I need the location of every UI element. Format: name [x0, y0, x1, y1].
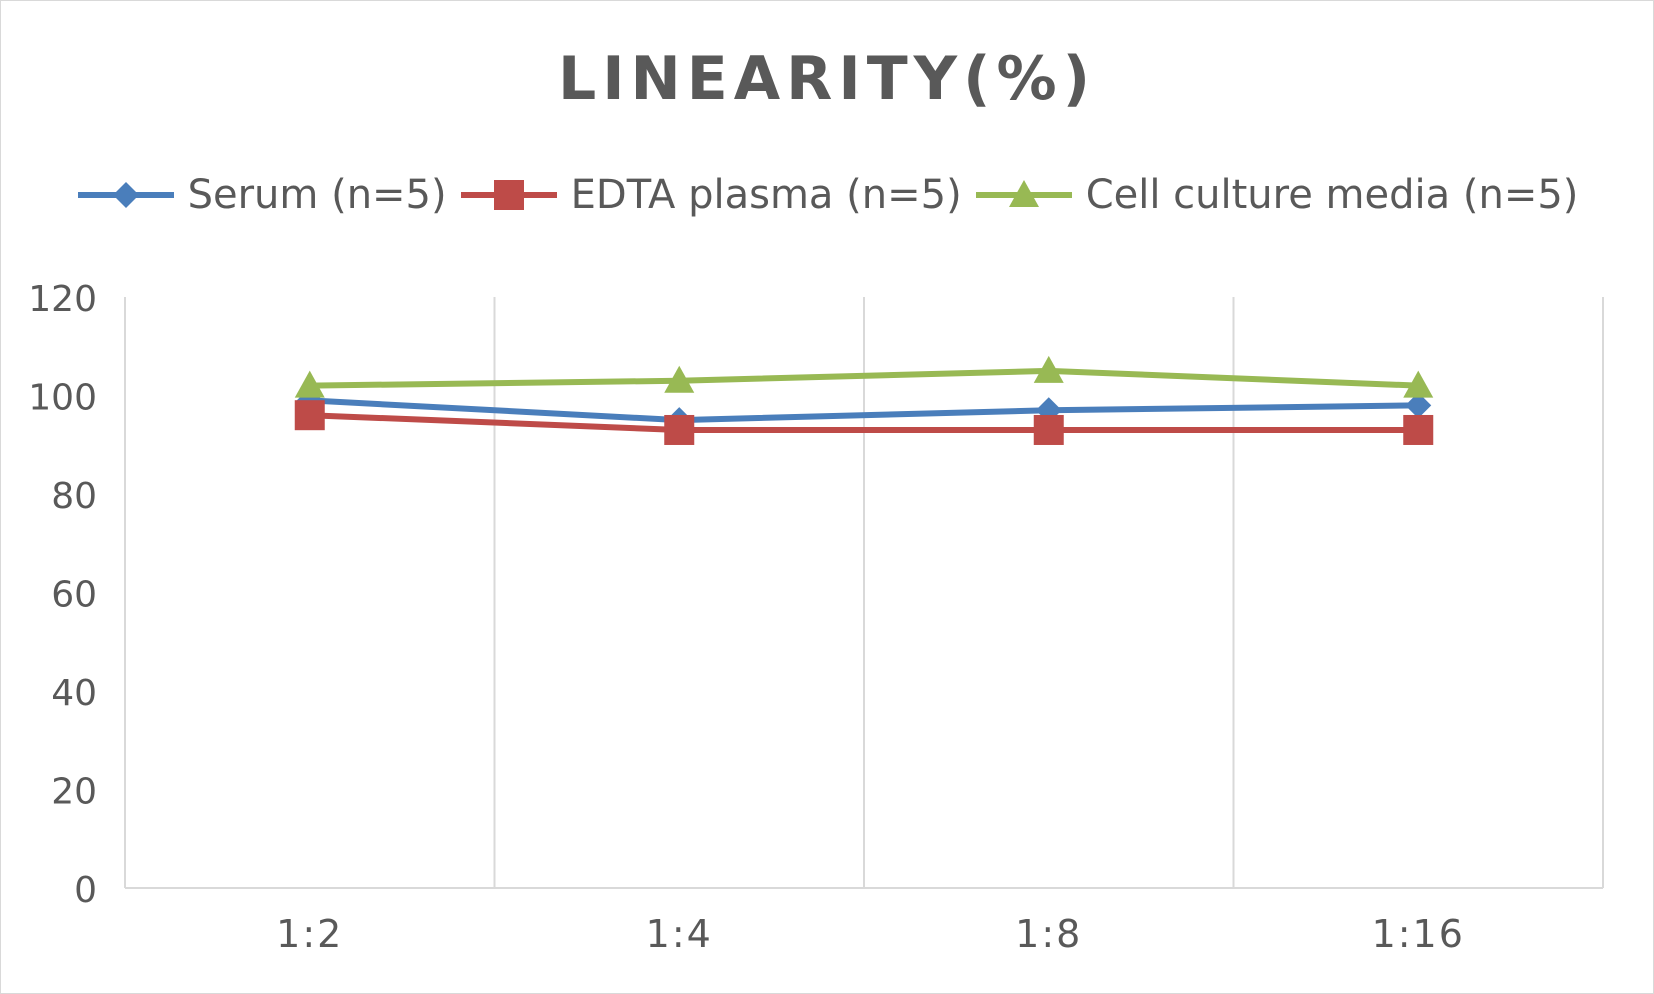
legend-label-serum: Serum (n=5) [187, 172, 447, 218]
legend-item-serum: Serum (n=5) [76, 172, 447, 218]
legend-swatch-cell-culture-media [975, 180, 1072, 207]
chart-title: LINEARITY(%) [557, 44, 1097, 114]
point-series-1-0 [294, 400, 325, 431]
y-tick-label-100: 100 [28, 378, 97, 419]
legend-item-edta-plasma: EDTA plasma (n=5) [459, 172, 962, 218]
series-line-2 [309, 367, 1419, 389]
y-tick-label-40: 40 [51, 673, 97, 714]
x-tick-label-2: 1:8 [1015, 912, 1082, 956]
point-series-1-3 [1403, 414, 1434, 445]
point-series-2-1 [664, 365, 695, 393]
legend-label-edta-plasma: EDTA plasma (n=5) [570, 172, 962, 218]
x-tick-label-0: 1:2 [276, 912, 343, 956]
legend-swatch-serum [77, 182, 174, 208]
y-tick-label-120: 120 [28, 279, 97, 320]
series-line-1 [309, 412, 1419, 433]
legend-marker-2 [1008, 180, 1039, 207]
legend: Serum (n=5) EDTA plasma (n=5) Cell cultu… [0, 172, 1654, 218]
legend-item-cell-culture-media: Cell culture media (n=5) [974, 172, 1579, 218]
legend-swatch-edta-plasma [460, 180, 557, 210]
legend-label-cell-culture-media: Cell culture media (n=5) [1085, 172, 1579, 218]
y-tick-label-80: 80 [51, 476, 97, 517]
x-tick-label-1: 1:4 [646, 912, 713, 956]
legend-marker-0 [112, 182, 139, 208]
point-series-1-1 [664, 414, 695, 445]
point-series-0-3 [1405, 392, 1432, 419]
legend-marker-1 [493, 180, 524, 210]
point-series-2-3 [1403, 370, 1434, 398]
point-series-1-2 [1033, 414, 1064, 445]
y-tick-label-20: 20 [51, 772, 97, 813]
point-series-2-0 [294, 370, 325, 398]
x-tick-label-3: 1:16 [1372, 912, 1465, 956]
point-series-2-2 [1033, 355, 1064, 383]
series-line-0 [309, 397, 1419, 424]
y-tick-label-60: 60 [51, 575, 97, 616]
y-tick-label-0: 0 [74, 870, 97, 911]
